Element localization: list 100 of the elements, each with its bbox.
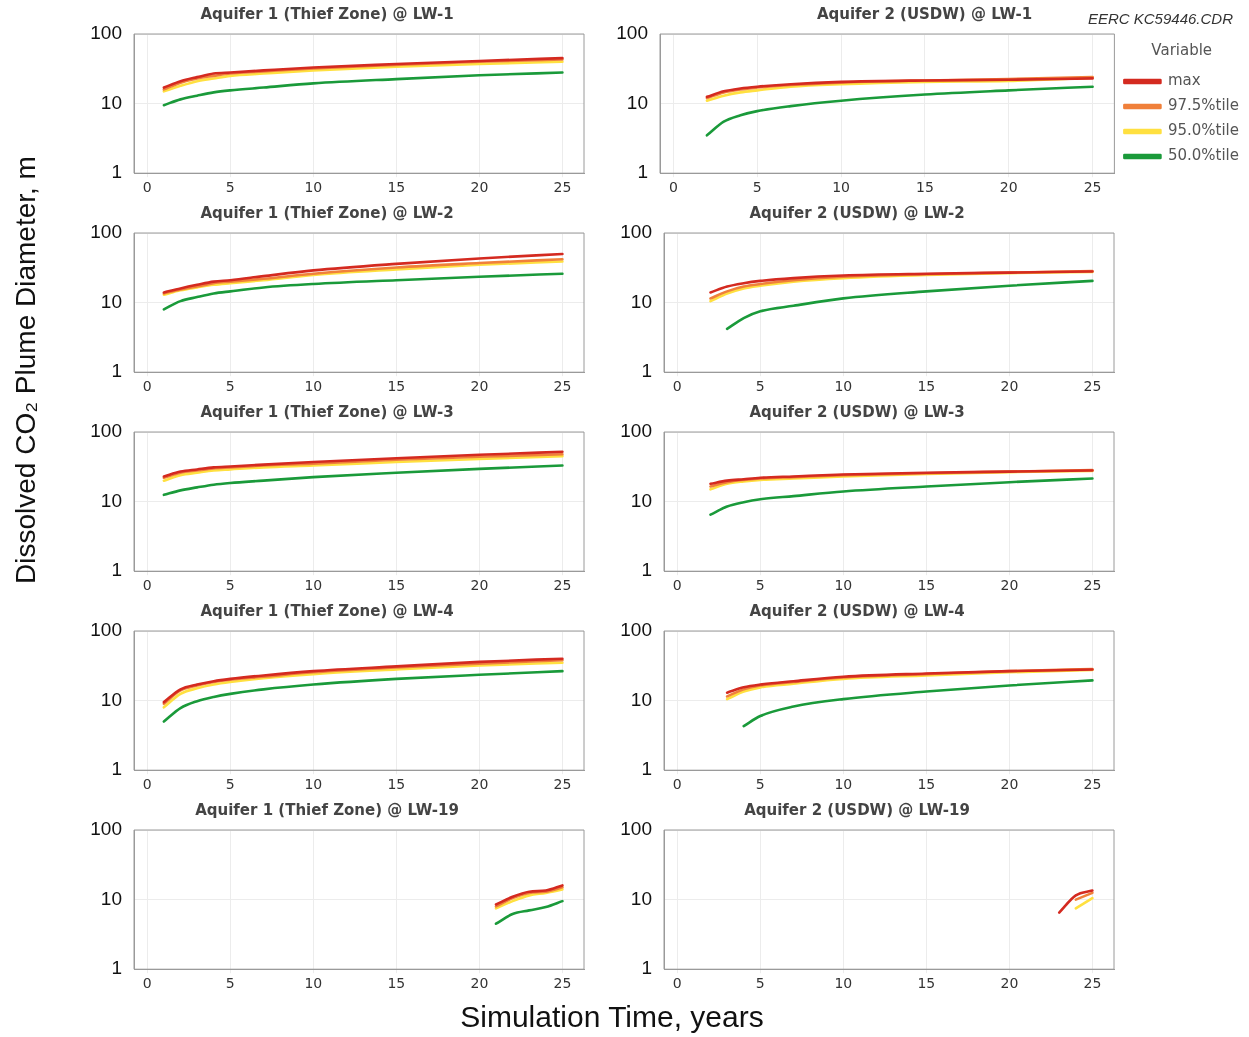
x-tick-label: 15 (917, 975, 936, 992)
y-tick-label: 1 (111, 559, 122, 581)
y-tick-label: 100 (90, 22, 122, 44)
x-tick-label: 10 (304, 179, 323, 196)
x-tick-label: 0 (672, 378, 682, 395)
y-tick-label: 1 (641, 559, 652, 581)
x-tick-label: 25 (1083, 776, 1102, 793)
x-tick-label: 20 (1000, 577, 1019, 594)
y-tick-label: 1 (111, 957, 122, 979)
y-tick-label: 100 (90, 818, 122, 840)
x-tick-label: 20 (1000, 776, 1019, 793)
y-tick-label: 10 (100, 489, 122, 511)
x-tick-label: 25 (1083, 378, 1102, 395)
legend-title: Variable (1151, 41, 1213, 60)
y-tick-label: 1 (637, 161, 648, 183)
y-tick-label: 100 (620, 420, 652, 442)
x-tick-label: 25 (553, 577, 572, 594)
y-tick-label: 10 (630, 887, 652, 909)
y-tick-label: 100 (90, 221, 122, 243)
y-tick-label: 100 (90, 619, 122, 641)
x-tick-label: 20 (1000, 975, 1019, 992)
x-tick-label: 15 (917, 378, 936, 395)
x-tick-label: 25 (553, 776, 572, 793)
x-tick-label: 15 (387, 776, 406, 793)
x-tick-label: 10 (304, 378, 323, 395)
x-tick-label: 0 (142, 577, 152, 594)
x-tick-label: 25 (1083, 975, 1102, 992)
x-tick-label: 5 (225, 577, 235, 594)
legend-label: 95.0%tile (1167, 121, 1240, 140)
chart-title: Aquifer 1 (Thief Zone) @ LW-4 (200, 601, 454, 620)
x-tick-label: 15 (917, 577, 936, 594)
y-tick-label: 1 (111, 360, 122, 382)
y-tick-label: 10 (626, 91, 648, 113)
y-tick-label: 100 (90, 420, 122, 442)
y-tick-label: 10 (100, 887, 122, 909)
x-tick-label: 0 (142, 179, 152, 196)
x-tick-label: 10 (834, 776, 853, 793)
x-tick-label: 20 (470, 577, 489, 594)
y-tick-label: 10 (630, 688, 652, 710)
x-tick-label: 5 (752, 179, 762, 196)
y-tick-label: 100 (620, 619, 652, 641)
y-tick-label: 1 (641, 957, 652, 979)
x-tick-label: 15 (917, 776, 936, 793)
x-tick-label: 10 (304, 776, 323, 793)
x-tick-label: 25 (553, 975, 572, 992)
x-tick-label: 5 (225, 378, 235, 395)
y-tick-label: 10 (100, 91, 122, 113)
x-tick-label: 5 (755, 776, 765, 793)
chart-title: Aquifer 1 (Thief Zone) @ LW-3 (200, 402, 454, 421)
x-tick-label: 15 (387, 378, 406, 395)
chart-title: Aquifer 2 (USDW) @ LW-19 (744, 800, 970, 819)
chart-title: Aquifer 1 (Thief Zone) @ LW-1 (200, 4, 454, 23)
y-tick-label: 100 (620, 818, 652, 840)
x-tick-label: 25 (1083, 179, 1102, 196)
x-tick-label: 5 (225, 179, 235, 196)
x-axis-title: Simulation Time, years (460, 1000, 764, 1034)
text: EERC KC59446.CDR (1087, 10, 1233, 27)
x-tick-label: 0 (142, 975, 152, 992)
x-tick-label: 10 (834, 577, 853, 594)
x-tick-label: 5 (755, 577, 765, 594)
x-tick-label: 5 (755, 378, 765, 395)
x-tick-label: 15 (387, 975, 406, 992)
chart-title: Aquifer 2 (USDW) @ LW-3 (749, 402, 965, 421)
x-tick-label: 0 (672, 975, 682, 992)
x-tick-label: 5 (225, 776, 235, 793)
x-tick-label: 0 (668, 179, 678, 196)
x-tick-label: 10 (832, 179, 850, 196)
x-tick-label: 20 (470, 975, 489, 992)
x-tick-label: 0 (672, 776, 682, 793)
legend-label: max (1167, 71, 1201, 90)
x-tick-label: 0 (142, 776, 152, 793)
x-tick-label: 15 (916, 179, 934, 196)
x-tick-label: 10 (834, 378, 853, 395)
x-tick-label: 20 (470, 378, 489, 395)
x-tick-label: 20 (999, 179, 1018, 196)
x-tick-label: 20 (470, 776, 489, 793)
y-axis-title: Dissolved CO₂ Plume Diameter, m (10, 156, 42, 584)
x-tick-label: 10 (834, 975, 853, 992)
x-tick-label: 0 (672, 577, 682, 594)
x-tick-label: 25 (1083, 577, 1102, 594)
x-tick-label: 5 (755, 975, 765, 992)
x-tick-label: 15 (387, 179, 406, 196)
legend-label: 50.0%tile (1167, 146, 1240, 165)
x-tick-label: 0 (142, 378, 152, 395)
y-tick-label: 100 (616, 22, 648, 44)
y-tick-label: 100 (620, 221, 652, 243)
x-tick-label: 15 (387, 577, 406, 594)
chart-title: Aquifer 2 (USDW) @ LW-2 (749, 203, 965, 222)
x-tick-label: 10 (304, 577, 323, 594)
y-tick-label: 1 (641, 758, 652, 780)
chart-title: Aquifer 1 (Thief Zone) @ LW-19 (195, 800, 459, 819)
y-tick-label: 10 (630, 290, 652, 312)
x-tick-label: 20 (470, 179, 489, 196)
y-tick-label: 10 (630, 489, 652, 511)
y-tick-label: 10 (100, 290, 122, 312)
x-tick-label: 10 (304, 975, 323, 992)
chart-title: Aquifer 2 (USDW) @ LW-1 (816, 4, 1033, 23)
y-tick-label: 1 (111, 161, 122, 183)
legend-label: 97.5%tile (1167, 96, 1240, 115)
x-tick-label: 25 (553, 179, 572, 196)
